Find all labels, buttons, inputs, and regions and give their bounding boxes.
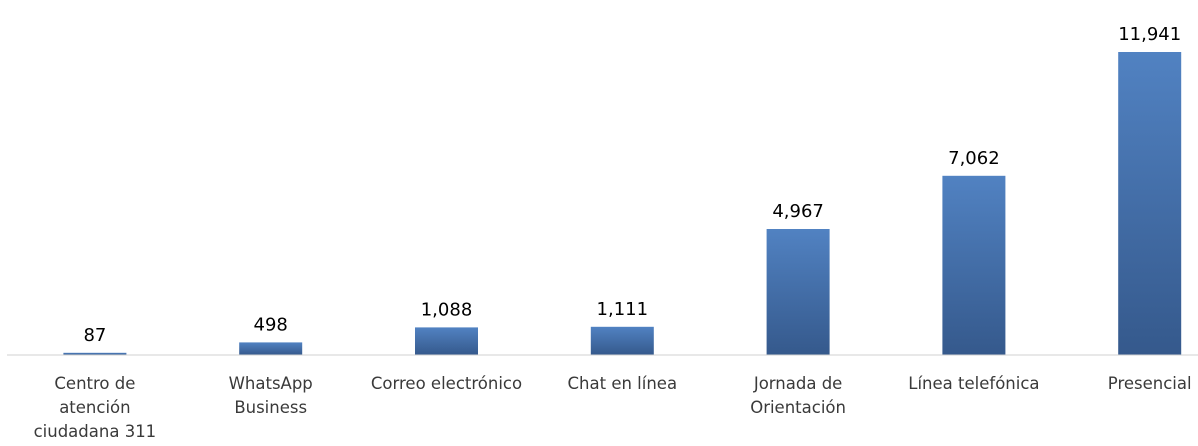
category-label: WhatsApp xyxy=(229,374,313,393)
bar xyxy=(766,229,830,355)
bar xyxy=(942,175,1006,355)
bar xyxy=(590,326,654,355)
data-label: 1,111 xyxy=(597,299,649,320)
data-label: 87 xyxy=(83,325,106,346)
bar xyxy=(63,352,127,355)
data-label: 11,941 xyxy=(1118,24,1181,45)
category-label: Chat en línea xyxy=(568,374,678,393)
category-label: Presencial xyxy=(1108,374,1192,393)
category-labels-group: Centro de atención ciudadana 311 WhatsApp Bu… xyxy=(34,374,1192,441)
category-label: ciudadana 311 xyxy=(34,422,157,441)
category-label: Jornada de xyxy=(753,374,842,393)
data-label: 498 xyxy=(254,314,288,335)
value-labels-group: 87 498 1,088 1,111 4,967 7,062 11,941 xyxy=(83,24,1181,346)
category-label: Correo electrónico xyxy=(371,374,522,393)
bar xyxy=(1118,52,1182,355)
category-label: atención xyxy=(59,398,130,417)
data-label: 4,967 xyxy=(772,201,824,222)
category-label: Business xyxy=(234,398,307,417)
data-label: 1,088 xyxy=(421,299,473,320)
category-label: Línea telefónica xyxy=(908,374,1039,393)
category-label: Centro de xyxy=(54,374,135,393)
bar xyxy=(239,342,303,355)
bars-group xyxy=(63,52,1182,355)
bar xyxy=(415,327,478,355)
category-label: Orientación xyxy=(750,398,846,417)
data-label: 7,062 xyxy=(948,148,1000,169)
